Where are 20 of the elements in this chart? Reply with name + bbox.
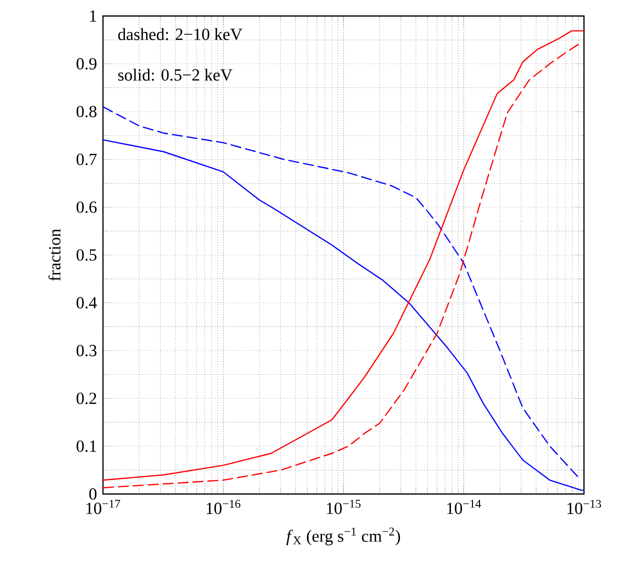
y-tick-label: 0.6: [76, 201, 97, 213]
x-tick-label: 10$^{−17}$: [86, 500, 120, 514]
y-tick-label: 0.1: [76, 440, 96, 452]
y-axis-title: fraction: [48, 228, 60, 281]
y-tick-label: 1: [90, 10, 96, 22]
annotation: solid: 0.5−2 keV: [118, 68, 232, 81]
y-tick-label: 0.2: [76, 392, 96, 404]
y-tick-label: 0.9: [76, 58, 96, 70]
y-tick-label: 0.7: [76, 154, 97, 166]
x-axis-title: f$_{X}$ (erg s$^{−1}$ cm$^{−2}$): [286, 528, 400, 546]
x-tick-label: 10$^{−13}$: [567, 500, 602, 514]
x-tick-label: 10$^{−14}$: [447, 500, 482, 514]
y-tick-label: 0.4: [76, 297, 97, 309]
y-tick-label: 0.3: [76, 344, 96, 356]
y-tick-label: 0: [89, 488, 96, 500]
x-tick-label: 10$^{−16}$: [206, 500, 240, 514]
y-tick-label: 0.8: [76, 106, 96, 118]
x-tick-label: 10$^{−15}$: [326, 500, 361, 514]
annotation: dashed: 2−10 keV: [118, 28, 242, 40]
y-tick-label: 0.5: [76, 249, 96, 261]
